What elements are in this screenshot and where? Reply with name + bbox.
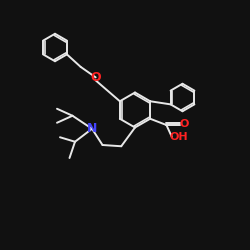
Text: N: N	[87, 122, 97, 135]
Text: O: O	[90, 71, 101, 84]
Text: OH: OH	[170, 132, 188, 142]
Text: O: O	[179, 119, 188, 129]
